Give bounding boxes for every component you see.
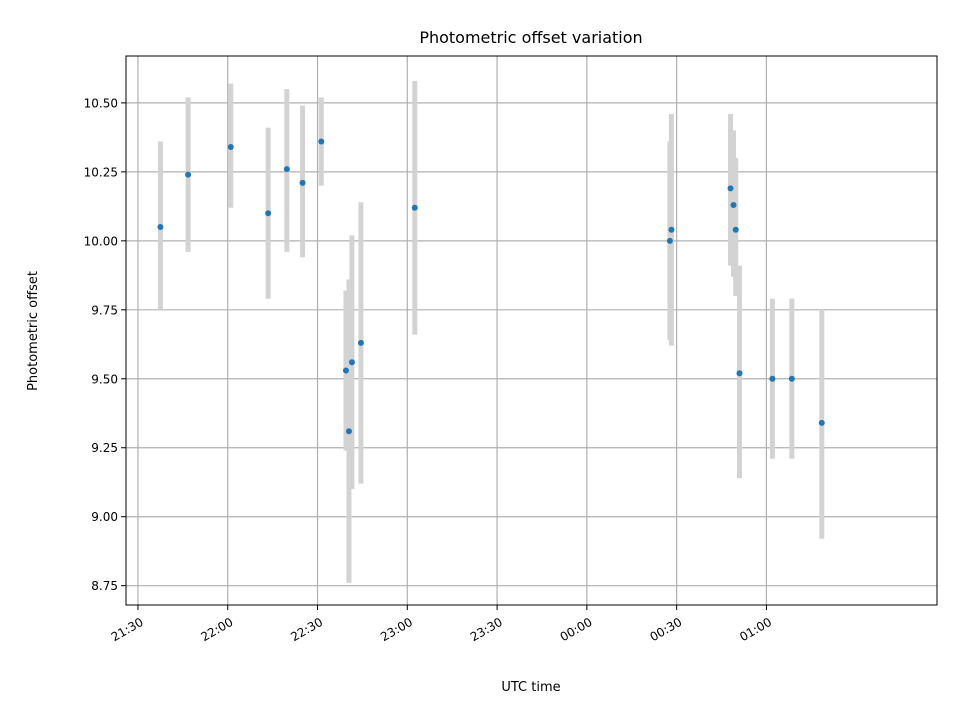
y-tick-label: 9.25 [91,441,118,455]
data-point [411,204,418,211]
data-point [227,144,234,151]
data-point [342,367,349,374]
data-point [727,185,734,192]
data-point [348,359,355,366]
data-points [157,138,825,435]
grid [126,56,937,605]
y-tick-label: 9.50 [91,372,118,386]
y-tick-label: 9.00 [91,510,118,524]
y-tick-label: 10.25 [84,165,118,179]
x-axis-title: UTC time [501,680,560,695]
data-point [730,201,737,208]
y-tick-label: 8.75 [91,579,118,593]
y-axis-title: Photometric offset [26,271,41,391]
chart-title: Photometric offset variation [419,28,642,47]
y-tick-label: 10.00 [84,234,118,248]
data-point [357,339,364,346]
y-axis: 8.75 9.00 9.25 9.50 9.75 10.00 10.25 10.50 [84,96,126,593]
data-point [668,226,675,233]
data-point [769,375,776,382]
data-point [299,179,306,186]
y-tick-label: 9.75 [91,303,118,317]
data-point [345,428,352,435]
data-point [185,171,192,178]
data-point [265,210,272,217]
data-point [818,419,825,426]
data-point [283,166,290,173]
data-point [318,138,325,145]
data-point [666,237,673,244]
data-point [788,375,795,382]
data-point [732,226,739,233]
data-point [157,224,164,231]
data-point [736,370,743,377]
y-tick-label: 10.50 [84,96,118,110]
plot-frame [125,55,938,606]
